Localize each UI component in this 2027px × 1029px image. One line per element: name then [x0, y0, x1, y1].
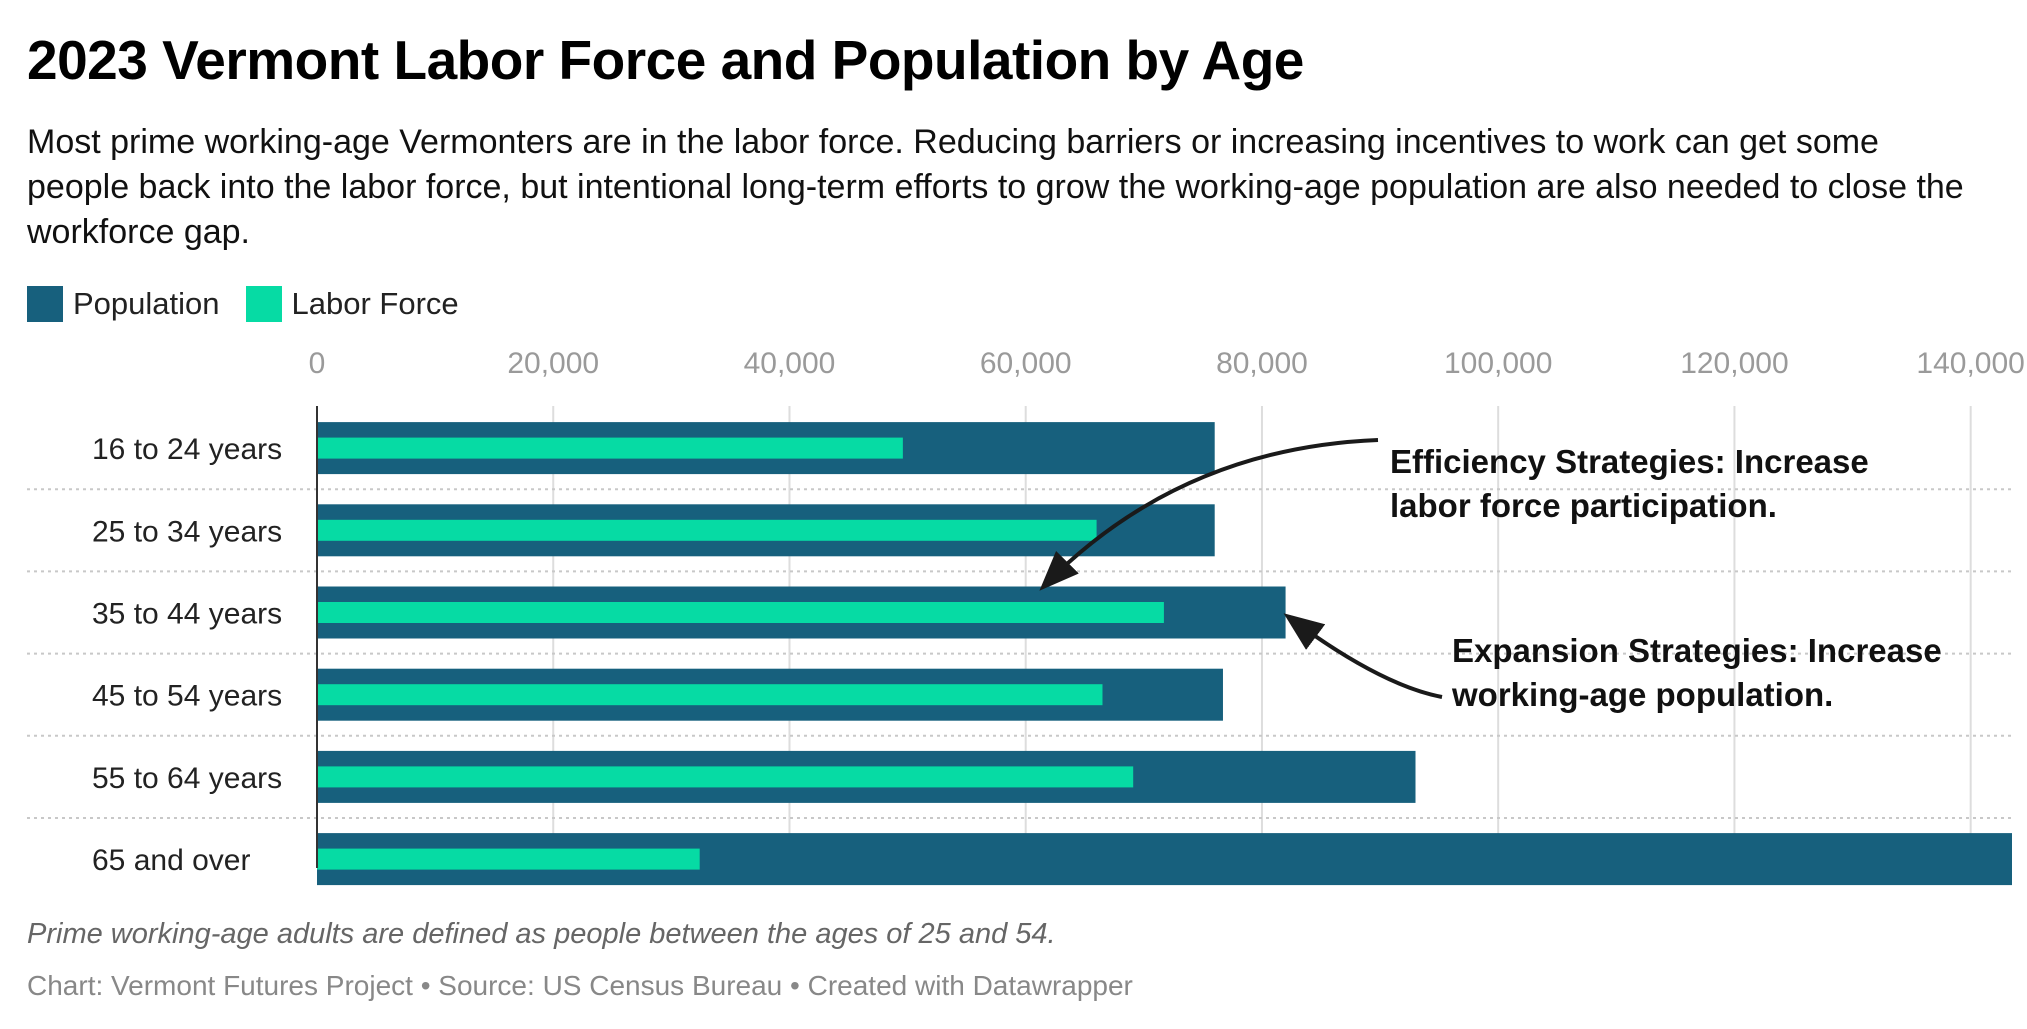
- x-tick-label: 60,000: [980, 347, 1072, 380]
- annotation-efficiency-line-1: Efficiency Strategies: Increase: [1390, 443, 1869, 480]
- legend-swatch-labor-force: [245, 286, 282, 322]
- category-label: 55 to 64 years: [92, 762, 282, 795]
- bar-chart: 0 20,000 40,000 60,000 80,000 100,000 120,000 1…: [27, 347, 2025, 886]
- bar-labor-force: [317, 684, 1103, 706]
- x-tick-label: 120,000: [1680, 347, 1788, 380]
- annotation-expansion-line-1: Expansion Strategies: Increase: [1452, 632, 1942, 669]
- chart-note: Prime working-age adults are defined as …: [27, 918, 1056, 950]
- y-axis-labels: 16 to 24 years 25 to 34 years 35 to 44 yea…: [92, 433, 282, 877]
- x-tick-label: 140,000: [1916, 347, 2024, 380]
- category-label: 35 to 44 years: [92, 598, 282, 631]
- chart-credit: Chart: Vermont Futures Project • Source:…: [27, 970, 1133, 1001]
- legend-item-labor-force: Labor Force: [245, 286, 459, 322]
- annotation-expansion-line-2: working-age population.: [1451, 676, 1833, 713]
- x-tick-label: 80,000: [1216, 347, 1308, 380]
- category-label: 25 to 34 years: [92, 515, 282, 548]
- legend-label-population: Population: [73, 286, 220, 321]
- x-tick-label: 100,000: [1444, 347, 1552, 380]
- bar-labor-force: [317, 848, 700, 870]
- row-separators: [27, 488, 2012, 819]
- chart-title: 2023 Vermont Labor Force and Population …: [27, 29, 1304, 91]
- annotation-arrow-efficiency: [1039, 438, 1379, 591]
- x-tick-label: 20,000: [507, 347, 599, 380]
- legend: Population Labor Force: [27, 284, 485, 324]
- x-tick-label: 0: [309, 347, 326, 380]
- annotation-expansion: Expansion Strategies: Increase working-a…: [1283, 613, 1942, 713]
- x-tick-label: 40,000: [744, 347, 836, 380]
- annotation-efficiency-line-2: labor force participation.: [1390, 487, 1777, 524]
- legend-swatch-population: [27, 286, 63, 322]
- bar-labor-force: [317, 437, 903, 459]
- legend-item-population: Population: [27, 286, 220, 322]
- bar-labor-force: [317, 602, 1164, 623]
- category-label: 16 to 24 years: [92, 433, 282, 466]
- annotation-efficiency: Efficiency Strategies: Increase labor fo…: [1039, 438, 1869, 591]
- category-label: 65 and over: [92, 844, 250, 877]
- category-label: 45 to 54 years: [92, 680, 282, 713]
- x-axis-ticks: 0 20,000 40,000 60,000 80,000 100,000 120,000 1…: [309, 347, 2025, 380]
- legend-label-labor-force: Labor Force: [291, 286, 459, 321]
- bar-labor-force: [317, 519, 1097, 541]
- chart-subtitle: Most prime working-age Vermonters are in…: [27, 123, 1964, 251]
- annotation-arrow-expansion: [1283, 613, 1443, 699]
- bar-labor-force: [317, 766, 1134, 788]
- bars: [317, 422, 2012, 886]
